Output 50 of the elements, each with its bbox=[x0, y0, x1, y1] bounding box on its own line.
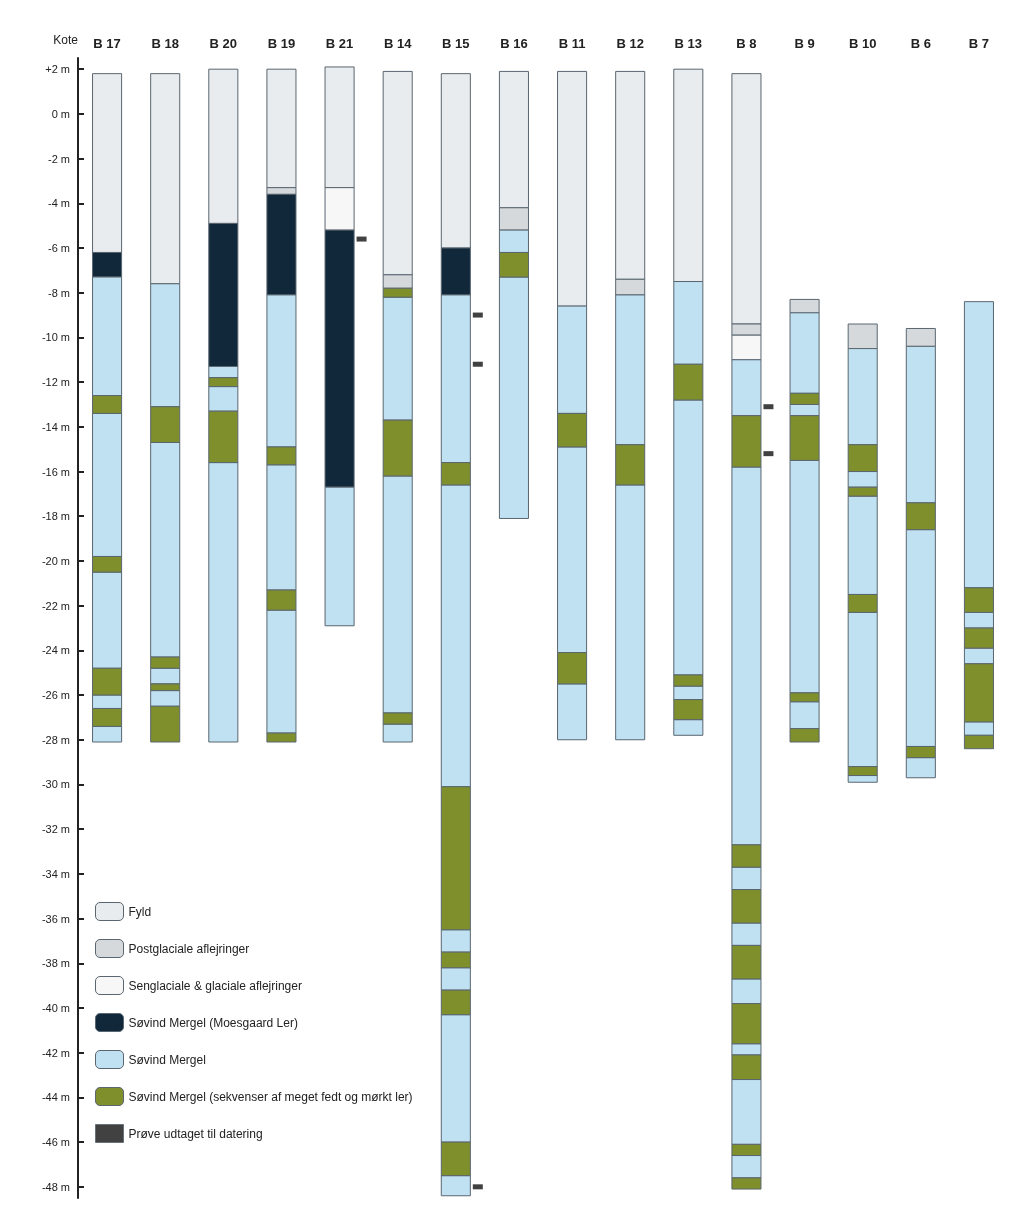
y-tick-label: -16 m bbox=[41, 465, 70, 478]
y-tick-label: +2 m bbox=[45, 63, 70, 76]
y-tick-label: -34 m bbox=[41, 867, 70, 880]
y-tick-label: -44 m bbox=[41, 1091, 70, 1104]
y-tick-label: -36 m bbox=[41, 912, 70, 925]
y-tick-label: -10 m bbox=[41, 331, 70, 344]
y-tick-label: 0 m bbox=[51, 107, 70, 120]
y-tick-label: -32 m bbox=[41, 823, 70, 836]
y-tick-label: -46 m bbox=[41, 1136, 70, 1149]
x-tick-label: B 20 bbox=[209, 36, 238, 51]
y-tick-label: -4 m bbox=[48, 197, 70, 210]
y-tick-label: -2 m bbox=[48, 152, 70, 165]
x-tick-label: B 14 bbox=[383, 36, 413, 51]
x-tick-label: B 12 bbox=[616, 36, 644, 51]
y-tick-label: -6 m bbox=[48, 242, 70, 254]
x-tick-label: B 10 bbox=[848, 36, 877, 51]
x-tick-label: B 21 bbox=[325, 36, 354, 51]
x-tick-label: B 8 bbox=[736, 36, 757, 51]
x-tick-label: B 16 bbox=[500, 36, 528, 51]
y-tick-label: -20 m bbox=[41, 554, 70, 567]
y-axis-title: Kote bbox=[53, 33, 79, 47]
x-tick-label: B 18 bbox=[151, 36, 179, 51]
legend-label: Prøve udtaget til datering bbox=[128, 1126, 263, 1141]
y-tick-label: -12 m bbox=[41, 376, 70, 389]
y-tick-label: -42 m bbox=[41, 1046, 70, 1059]
legend-label: Søvind Mergel (sekvenser af meget fedt og mørkt ler) bbox=[128, 1089, 413, 1104]
legend-label: Postglaciale aflejringer bbox=[128, 941, 250, 956]
legend-label: Søvind Mergel (Moesgaard Ler) bbox=[128, 1015, 298, 1030]
legend-label: Søvind Mergel bbox=[128, 1052, 206, 1067]
y-tick-label: -48 m bbox=[41, 1180, 70, 1193]
x-tick-label: B 11 bbox=[558, 36, 586, 51]
x-tick-label: B 7 bbox=[968, 36, 990, 51]
y-tick-label: -22 m bbox=[41, 599, 70, 612]
x-tick-label: B 13 bbox=[674, 36, 703, 51]
x-tick-label: B 6 bbox=[910, 36, 931, 51]
y-tick-label: -8 m bbox=[48, 286, 70, 299]
y-tick-label: -30 m bbox=[41, 778, 70, 791]
legend-label: Senglaciale & glaciale aflejringer bbox=[128, 978, 302, 993]
y-tick-label: -40 m bbox=[41, 1002, 70, 1014]
y-tick-label: -18 m bbox=[41, 510, 70, 523]
y-tick-label: -38 m bbox=[41, 957, 70, 970]
y-tick-label: -28 m bbox=[41, 733, 70, 746]
legend-label: Fyld bbox=[128, 904, 152, 919]
x-tick-label: B 9 bbox=[794, 36, 815, 51]
y-tick-label: -24 m bbox=[41, 644, 70, 657]
x-tick-label: B 15 bbox=[442, 36, 470, 51]
y-tick-label: -14 m bbox=[41, 420, 70, 433]
x-tick-label: B 17 bbox=[93, 36, 121, 51]
x-tick-label: B 19 bbox=[267, 36, 296, 51]
y-tick-label: -26 m bbox=[41, 689, 70, 702]
